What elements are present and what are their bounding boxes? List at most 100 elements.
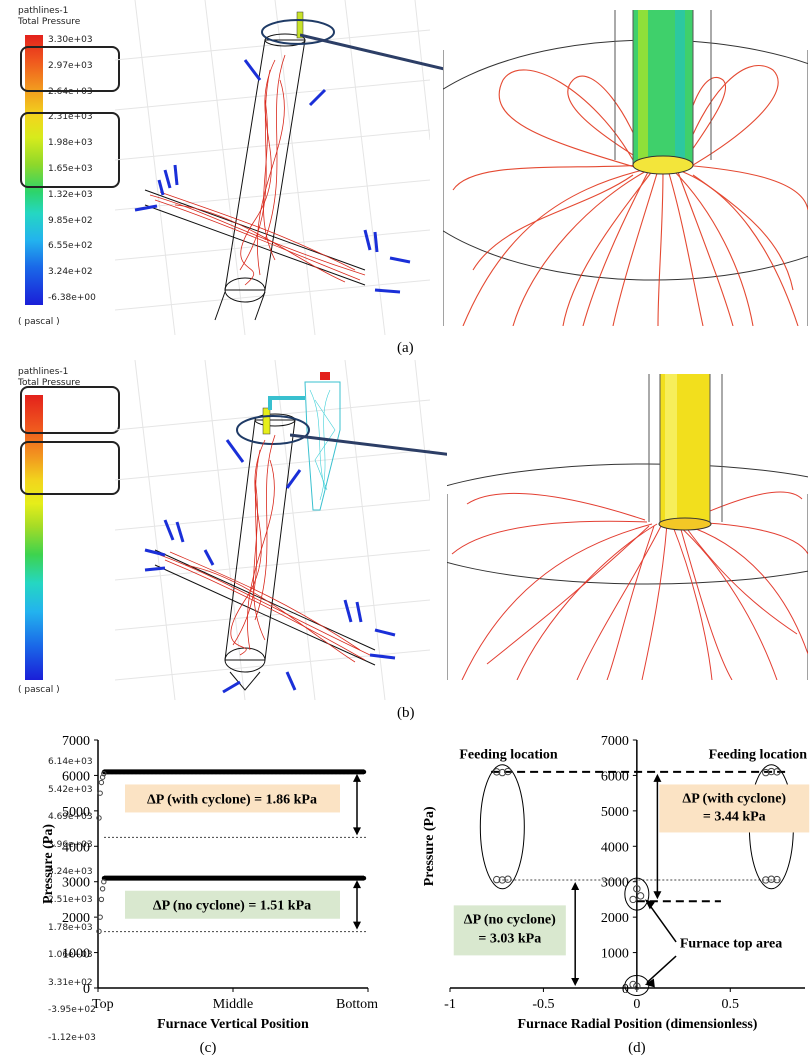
- data-point-c: [185, 875, 191, 881]
- xtick-label-c: Middle: [213, 997, 253, 1012]
- data-point-c: [361, 769, 367, 775]
- data-point-d: [767, 875, 776, 883]
- data-point-c: [329, 769, 335, 775]
- ytick-label-c: 4000: [62, 840, 90, 855]
- data-point-c: [237, 875, 243, 881]
- data-point-c: [229, 875, 235, 881]
- data-point-c: [177, 875, 183, 881]
- colorbar-b-tick-0: 6.14e+03: [48, 757, 93, 767]
- data-point-c: [205, 769, 211, 775]
- data-point-c: [353, 769, 359, 775]
- xtick-label-d: 0: [633, 997, 640, 1012]
- data-point-c: [201, 769, 207, 775]
- data-point-c: [245, 769, 251, 775]
- data-point-c: [173, 875, 179, 881]
- annotation-feeding-left: Feeding location: [459, 747, 558, 762]
- delta-box-d-0: [659, 784, 810, 833]
- cluster-ellipse-top-area: [624, 877, 650, 911]
- chart-c: 0 1000 2000 3000 4000 5000 6000 7000 Top Middle Bo…: [41, 734, 378, 1056]
- delta-label-d-1: ΔP (no cyclone): [464, 912, 556, 927]
- delta-box-c-1: [125, 890, 340, 919]
- ytick-label-c: 7000: [62, 734, 90, 749]
- colorbar-b-tick-5: 2.51e+03: [48, 895, 93, 905]
- data-point-c: [245, 875, 251, 881]
- data-point-c: [157, 875, 163, 881]
- data-point-c: [305, 875, 311, 881]
- start-point-c: [99, 774, 106, 780]
- delta-label-c-0: ΔP (with cyclone) = 1.86 kPa: [147, 792, 317, 807]
- start-point-c: [98, 896, 105, 903]
- xtick-label-c: Bottom: [336, 997, 378, 1012]
- data-point-c: [241, 875, 247, 881]
- ytick-label-c: 6000: [62, 769, 90, 784]
- colorbar-b-tick-3: 3.96e+03: [48, 839, 93, 850]
- delta-arrow-tail-c: [353, 921, 361, 930]
- data-point-c: [185, 769, 191, 775]
- annotation-feeding-right: Feeding location: [709, 747, 808, 762]
- delta-box-c-0: [125, 784, 340, 813]
- delta-label-d-0: ΔP (with cyclone): [682, 791, 786, 806]
- data-point-c: [205, 875, 211, 881]
- colorbar-a-tick-1: 2.97e+03: [48, 60, 93, 71]
- cluster-ellipse-left: [479, 764, 525, 890]
- data-point-d: [633, 982, 641, 990]
- data-point-c: [277, 875, 283, 881]
- data-point-c: [289, 769, 295, 775]
- data-point-c: [345, 769, 351, 775]
- data-point-c: [209, 769, 215, 775]
- data-point-c: [337, 769, 343, 775]
- data-point-d: [493, 768, 501, 776]
- data-point-c: [193, 769, 199, 775]
- data-point-c: [137, 875, 143, 881]
- data-point-c: [349, 875, 355, 881]
- data-point-c: [113, 769, 119, 775]
- colorbar-b-tick-7: 1.06e+03: [48, 950, 93, 961]
- xtick-label-c: Top: [92, 997, 114, 1012]
- data-point-c: [273, 769, 279, 775]
- data-point-d: [767, 767, 776, 776]
- delta-value-d-0: = 3.44 kPa: [703, 809, 766, 824]
- delta-value-d-1: = 3.03 kPa: [478, 931, 541, 946]
- data-point-c: [253, 875, 259, 881]
- ytick-label-d: 7000: [601, 734, 629, 749]
- data-point-c: [313, 875, 319, 881]
- highlight-box-a-mid: [20, 112, 120, 188]
- data-point-c: [257, 769, 263, 775]
- data-point-d: [762, 876, 770, 884]
- data-point-c: [285, 769, 291, 775]
- start-point-c: [96, 928, 102, 935]
- data-point-c: [317, 875, 323, 881]
- zoom-view-b: [447, 374, 808, 680]
- colorbar-unit-b: ( pascal ): [18, 685, 60, 695]
- data-point-d: [493, 875, 501, 884]
- data-point-c: [301, 769, 307, 775]
- colorbar-unit-a: ( pascal ): [18, 317, 60, 327]
- ytick-label-d: 6000: [601, 769, 629, 784]
- data-point-d: [504, 875, 512, 883]
- data-point-c: [201, 875, 207, 881]
- data-point-c: [177, 769, 183, 775]
- data-point-d: [498, 768, 507, 777]
- data-point-d: [636, 892, 645, 900]
- data-point-c: [341, 769, 347, 775]
- data-point-c: [213, 769, 219, 775]
- colorbar-a-tick-4: 1.98e+03: [48, 138, 93, 149]
- data-point-c: [133, 875, 139, 881]
- delta-arrow-head-c: [353, 880, 361, 889]
- data-point-c: [249, 875, 255, 881]
- data-point-c: [197, 875, 203, 881]
- data-point-c: [113, 875, 119, 881]
- ytick-label-d: 5000: [601, 805, 629, 820]
- delta-arrow-head-d-1: [571, 881, 580, 890]
- data-point-c: [181, 875, 187, 881]
- delta-arrow-tail-d-1: [571, 978, 580, 986]
- colorbar-subtitle-a: Total Pressure: [18, 17, 81, 27]
- data-point-c: [265, 875, 271, 881]
- ytick-label-c: 0: [83, 982, 90, 997]
- highlight-box-b-top: [20, 386, 120, 434]
- pointer-head-1: [644, 899, 655, 910]
- data-point-c: [145, 875, 151, 881]
- delta-label-c-1: ΔP (no cyclone) = 1.51 kPa: [153, 899, 311, 914]
- data-point-c: [261, 875, 267, 881]
